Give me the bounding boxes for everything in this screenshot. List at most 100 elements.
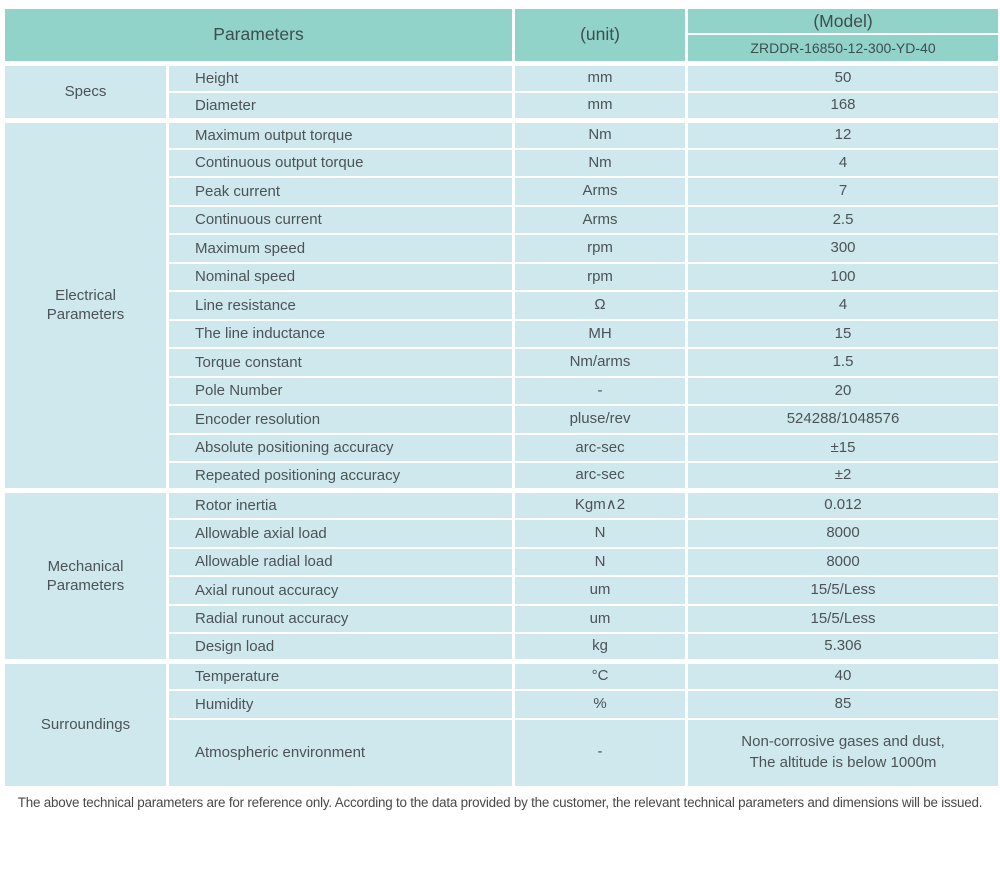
section-label: Electrical Parameters <box>2 117 169 492</box>
cell-param: Encoder resolution <box>165 404 516 435</box>
spec-table-body: Specs Height mm 50 Diameter mm 168 Electrical P… <box>2 60 1000 788</box>
cell-unit: N <box>512 546 689 577</box>
cell-param: Height <box>165 60 516 93</box>
header-row-top: Parameters (unit) (Model) <box>1 7 1000 64</box>
cell-value: 50 <box>685 60 1000 93</box>
table-row: Absolute positioning accuracy arc-sec ±15 <box>4 432 1000 463</box>
table-row: Repeated positioning accuracy arc-sec ±2 <box>4 461 1000 492</box>
cell-unit: rpm <box>512 261 689 292</box>
cell-value: 5.306 <box>685 632 1000 663</box>
table-row: The line inductance MH 15 <box>4 318 1000 349</box>
cell-value: 15 <box>685 318 1000 349</box>
table-row: Encoder resolution pluse/rev 524288/104857… <box>4 404 1000 435</box>
table-row: Mechanical Parameters Rotor inertia Kgm∧2 0… <box>2 488 1000 663</box>
cell-unit: kg <box>512 632 689 663</box>
table-row: Diameter mm 168 <box>4 90 1000 121</box>
cell-unit: Arms <box>512 176 689 207</box>
cell-value: 4 <box>685 147 1000 178</box>
cell-unit: mm <box>512 60 689 93</box>
cell-unit: arc-sec <box>512 432 689 463</box>
cell-param: Axial runout accuracy <box>165 575 516 606</box>
table-row: Continuous current Arms 2.5 <box>4 204 1000 235</box>
cell-param: Pole Number <box>165 375 516 406</box>
cell-unit: um <box>512 575 689 606</box>
cell-param: Maximum speed <box>165 233 516 264</box>
section-label: Mechanical Parameters <box>2 488 169 663</box>
table-row: Allowable axial load N 8000 <box>4 518 1000 549</box>
table-row: Electrical Parameters Maximum output torq… <box>2 117 1000 492</box>
table-row: Maximum speed rpm 300 <box>4 233 1000 264</box>
cell-value: 15/5/Less <box>685 575 1000 606</box>
cell-unit: Nm <box>512 117 689 150</box>
cell-param: Absolute positioning accuracy <box>165 432 516 463</box>
cell-param: Rotor inertia <box>165 488 516 520</box>
cell-param: Torque constant <box>165 347 516 378</box>
cell-value: 524288/1048576 <box>685 404 1000 435</box>
cell-param: Line resistance <box>165 290 516 321</box>
cell-value: 12 <box>685 117 1000 150</box>
cell-value: 20 <box>685 375 1000 406</box>
header-row-model: ZRDDR-16850-12-300-YD-40 <box>4 33 1000 64</box>
table-row: Specs Height mm 50 <box>2 60 1000 121</box>
table-row: Surroundings Temperature °C 40 <box>2 659 1000 788</box>
cell-value: 7 <box>685 176 1000 207</box>
cell-param: Temperature <box>165 659 516 691</box>
cell-param: Nominal speed <box>165 261 516 292</box>
cell-unit: pluse/rev <box>512 404 689 435</box>
cell-value: 100 <box>685 261 1000 292</box>
cell-value: 8000 <box>685 546 1000 577</box>
cell-unit: °C <box>512 659 689 691</box>
table-row: Continuous output torque Nm 4 <box>4 147 1000 178</box>
cell-param: Humidity <box>165 689 516 720</box>
cell-param: Continuous current <box>165 204 516 235</box>
table-row: Design load kg 5.306 <box>4 632 1000 663</box>
cell-unit: mm <box>512 90 689 121</box>
cell-unit: Kgm∧2 <box>512 488 689 520</box>
cell-param: Peak current <box>165 176 516 207</box>
cell-param: Continuous output torque <box>165 147 516 178</box>
cell-value: 168 <box>685 90 1000 121</box>
cell-unit: - <box>512 717 689 788</box>
footer-note: The above technical parameters are for r… <box>17 794 983 810</box>
cell-unit: % <box>512 689 689 720</box>
cell-value: 2.5 <box>685 204 1000 235</box>
model-header: (Model) <box>685 7 1000 35</box>
section-label: Specs <box>2 60 169 121</box>
table-header: Parameters (unit) (Model) ZRDDR-16850-12… <box>1 7 1000 64</box>
table-row: Humidity% 85 <box>4 689 1000 720</box>
table-wrap: Parameters (unit) (Model) ZRDDR-16850-12… <box>1 7 1000 788</box>
cell-param: Radial runout accuracy <box>165 603 516 634</box>
cell-param: Maximum output torque <box>165 117 516 150</box>
cell-value: 15/5/Less <box>685 603 1000 634</box>
cell-unit: rpm <box>512 233 689 264</box>
cell-param: Allowable axial load <box>165 518 516 549</box>
cell-value: 85 <box>685 689 1000 720</box>
spec-table: Parameters (unit) (Model) ZRDDR-16850-12… <box>1 7 1000 788</box>
cell-value: ±15 <box>685 432 1000 463</box>
cell-param: Allowable radial load <box>165 546 516 577</box>
cell-param: Atmospheric environment <box>165 717 516 788</box>
cell-value: 8000 <box>685 518 1000 549</box>
cell-param: The line inductance <box>165 318 516 349</box>
cell-unit: Nm/arms <box>512 347 689 378</box>
table-row: Line resistance Ω 4 <box>4 290 1000 321</box>
cell-unit: Arms <box>512 204 689 235</box>
parameters-header: Parameters <box>1 7 516 64</box>
section-label: Surroundings <box>2 659 169 788</box>
cell-unit: Nm <box>512 147 689 178</box>
cell-unit: - <box>512 375 689 406</box>
unit-header: (unit) <box>512 7 689 64</box>
table-row: Atmospheric environment - Non-corrosive ga… <box>4 717 1000 788</box>
table-row: Axial runout accuracy um 15/5/Less <box>4 575 1000 606</box>
table-row: Radial runout accuracy um 15/5/Less <box>4 603 1000 634</box>
cell-value: ±2 <box>685 461 1000 492</box>
cell-value: 1.5 <box>685 347 1000 378</box>
cell-param: Repeated positioning accuracy <box>165 461 516 492</box>
cell-unit: Ω <box>512 290 689 321</box>
cell-value: 4 <box>685 290 1000 321</box>
cell-value: 300 <box>685 233 1000 264</box>
cell-value: Non-corrosive gases and dust, The altitu… <box>685 717 1000 788</box>
cell-param: Design load <box>165 632 516 663</box>
cell-value: 0.012 <box>685 488 1000 520</box>
